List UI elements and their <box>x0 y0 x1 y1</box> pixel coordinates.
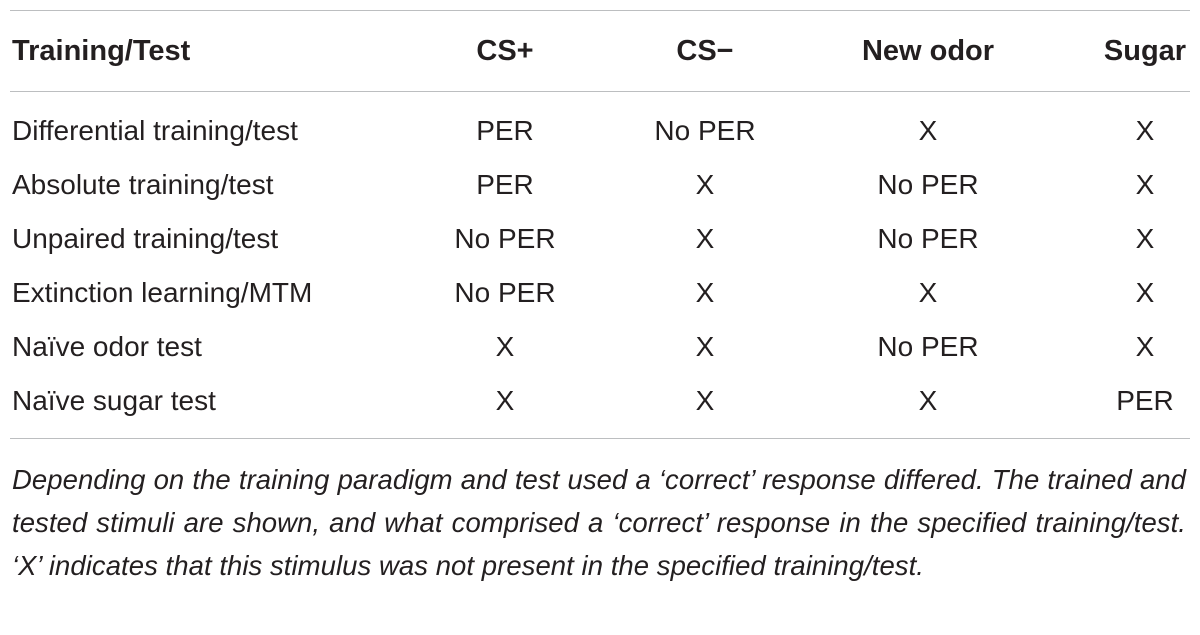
table-header-row: Training/Test CS+ CS− New odor Sugar <box>10 11 1190 91</box>
cell-new-odor: No PER <box>877 169 979 200</box>
table-row: Extinction learning/MTM No PER X X X <box>10 266 1190 320</box>
table-row: Unpaired training/test No PER X No PER X <box>10 212 1190 266</box>
row-label: Extinction learning/MTM <box>12 277 313 308</box>
header-training-test: Training/Test <box>12 34 191 67</box>
cell-cs-minus: X <box>695 223 715 254</box>
cell-sugar: X <box>1135 331 1155 362</box>
cell-cs-plus: X <box>495 385 515 416</box>
table-row: Naïve sugar test X X X PER <box>10 374 1190 428</box>
cell-cs-plus: No PER <box>454 223 556 254</box>
data-table: Training/Test CS+ CS− New odor Sugar Dif… <box>10 10 1190 439</box>
cell-cs-plus: PER <box>476 115 534 146</box>
table-row: Naïve odor test X X No PER X <box>10 320 1190 374</box>
cell-cs-minus: X <box>695 169 715 200</box>
row-label: Naïve sugar test <box>12 385 216 416</box>
cell-cs-minus: X <box>695 277 715 308</box>
table-footnote: Depending on the training paradigm and t… <box>12 464 1186 581</box>
header-cs-minus: CS− <box>676 34 734 67</box>
table-row: Absolute training/test PER X No PER X <box>10 158 1190 212</box>
cell-cs-plus: X <box>495 331 515 362</box>
header-new-odor: New odor <box>861 34 995 67</box>
row-label: Absolute training/test <box>12 169 274 200</box>
cell-new-odor: X <box>918 277 938 308</box>
table-body: Differential training/test PER No PER X … <box>10 92 1190 438</box>
cell-new-odor: No PER <box>877 223 979 254</box>
cell-new-odor: No PER <box>877 331 979 362</box>
cell-sugar: X <box>1135 169 1155 200</box>
cell-cs-plus: PER <box>476 169 534 200</box>
header-sugar: Sugar <box>1103 34 1187 67</box>
header-rule <box>10 91 1190 92</box>
top-rule <box>10 10 1190 11</box>
cell-sugar: PER <box>1116 385 1174 416</box>
row-label: Unpaired training/test <box>12 223 279 254</box>
cell-sugar: X <box>1135 115 1155 146</box>
header-cs-plus: CS+ <box>476 34 534 67</box>
cell-sugar: X <box>1135 277 1155 308</box>
cell-cs-minus: No PER <box>654 115 756 146</box>
cell-new-odor: X <box>918 115 938 146</box>
row-label: Differential training/test <box>12 115 298 146</box>
cell-cs-minus: X <box>695 385 715 416</box>
cell-cs-minus: X <box>695 331 715 362</box>
table-row: Differential training/test PER No PER X … <box>10 104 1190 158</box>
cell-cs-plus: No PER <box>454 277 556 308</box>
bottom-rule <box>10 438 1190 439</box>
cell-sugar: X <box>1135 223 1155 254</box>
cell-new-odor: X <box>918 385 938 416</box>
row-label: Naïve odor test <box>12 331 202 362</box>
